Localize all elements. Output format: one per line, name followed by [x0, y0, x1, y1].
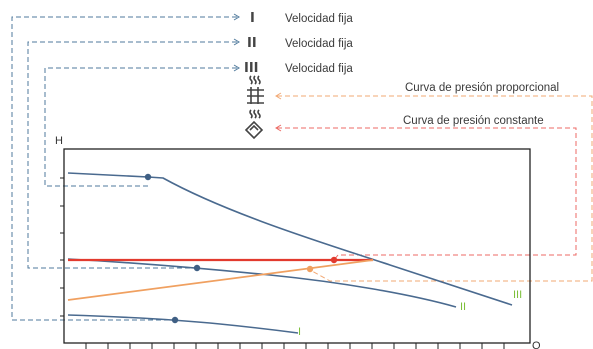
- proportional-pressure-icon: [247, 75, 264, 104]
- connector-constant: [275, 124, 577, 261]
- speed-2-curve: [67, 258, 457, 308]
- connector-speed-2: [27, 38, 240, 269]
- connector-proportional: [275, 92, 593, 282]
- proportional-pressure-curve: [67, 259, 374, 301]
- speed-1-operating-point: [171, 316, 179, 324]
- speed-3-curve-tag: III: [513, 289, 522, 301]
- speed-1-curve-tag: I: [298, 326, 301, 338]
- constant-pressure-operating-point: [330, 256, 338, 264]
- speed-1-curve: [67, 314, 299, 334]
- constant-pressure-icon: [244, 109, 264, 140]
- speed-1-symbol: I: [250, 11, 255, 26]
- speed-2-operating-point: [193, 264, 201, 272]
- speed-2-symbol: II: [247, 36, 257, 51]
- speed-1-label: Velocidad fija: [285, 13, 353, 25]
- speed-3-label: Velocidad fija: [285, 63, 353, 75]
- speed-3-curve: [67, 172, 513, 306]
- connector-speed-1: [11, 13, 240, 321]
- chart-frame: H: [55, 135, 541, 349]
- proportional-pressure-label: Curva de presión proporcional: [405, 82, 559, 94]
- speed-3-symbol: III: [244, 61, 259, 76]
- constant-pressure-label: Curva de presión constante: [403, 115, 544, 127]
- y-axis-label: H: [55, 135, 63, 147]
- legend: I Velocidad fija II Velocidad fija III V…: [244, 11, 559, 127]
- proportional-pressure-operating-point: [306, 265, 314, 273]
- speed-2-label: Velocidad fija: [285, 38, 353, 50]
- speed-2-curve-tag: II: [460, 301, 466, 313]
- connector-speed-3: [44, 64, 240, 187]
- x-axis-ticks: [85, 343, 505, 349]
- x-axis-label: Q: [532, 340, 541, 349]
- y-axis-ticks: [60, 177, 64, 317]
- speed-3-operating-point: [144, 173, 152, 181]
